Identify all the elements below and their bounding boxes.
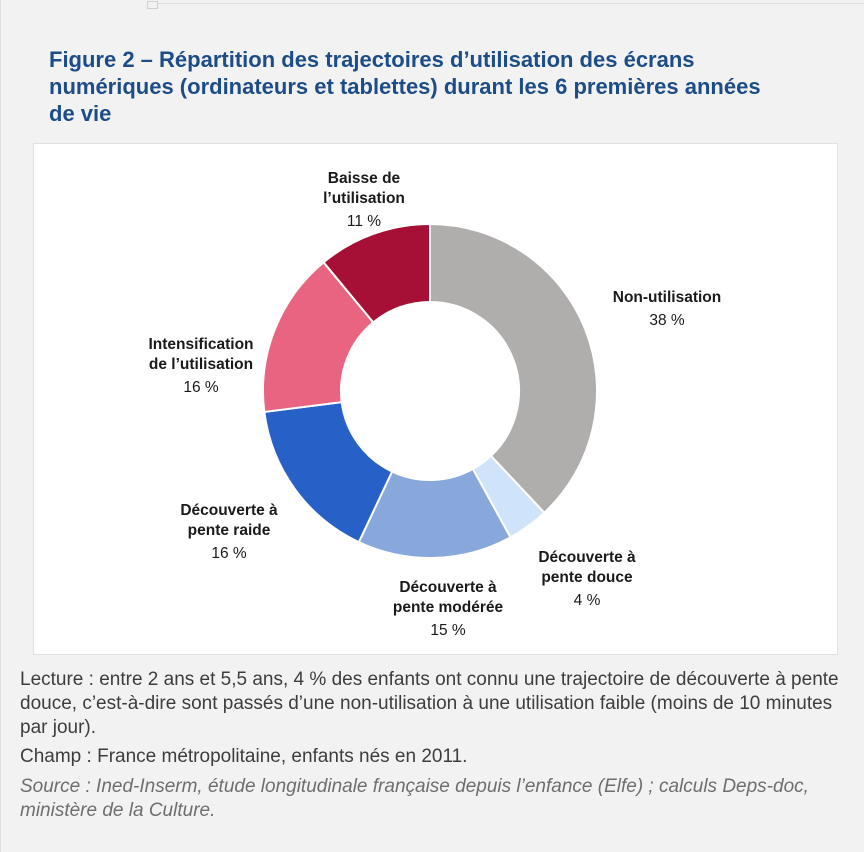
- slice-label-non-utilisation: Non-utilisation 38 %: [577, 288, 757, 332]
- slice-label-name: Découverte à pente raide: [180, 502, 278, 539]
- slice-label-baisse: Baisse de l’utilisation 11 %: [274, 169, 454, 233]
- slice-label-value: 11 %: [346, 213, 382, 230]
- slice-label-value: 16 %: [211, 545, 247, 562]
- slice-label-decouverte-pente-raide: Découverte à pente raide 16 %: [139, 501, 319, 565]
- slice-label-value: 38 %: [649, 312, 685, 329]
- donut-slice-5: [322, 223, 431, 324]
- slice-label-decouverte-pente-douce: Découverte à pente douce 4 %: [497, 548, 677, 612]
- figure-title: Figure 2 – Répartition des trajectoires …: [49, 47, 761, 126]
- donut-slice-0: [429, 223, 599, 514]
- slice-label-value: 15 %: [430, 622, 466, 639]
- chart-card: Non-utilisation 38 % Découverte à pente …: [33, 143, 838, 655]
- source-note: Source : Ined-Inserm, étude longitudinal…: [20, 776, 809, 821]
- lecture-note: Lecture : entre 2 ans et 5,5 ans, 4 % de…: [20, 669, 839, 738]
- slice-label-value: 16 %: [183, 379, 219, 396]
- slice-label-value: 4 %: [573, 592, 601, 609]
- slice-label-name: Découverte à pente modérée: [392, 579, 504, 616]
- champ-note: Champ : France métropolitaine, enfants n…: [20, 746, 468, 767]
- slice-label-name: Découverte à pente douce: [538, 549, 636, 586]
- slice-label-name: Non-utilisation: [612, 289, 722, 306]
- donut-chart: [262, 223, 599, 560]
- cropped-ui-top-notch: [147, 1, 158, 9]
- slice-label-name: Intensification de l’utilisation: [148, 336, 254, 373]
- slice-label-name: Baisse de l’utilisation: [323, 170, 405, 207]
- slice-label-decouverte-pente-moderee: Découverte à pente modérée 15 %: [358, 578, 538, 642]
- cropped-ui-top-edge: [151, 3, 864, 4]
- slice-label-intensification: Intensification de l’utilisation 16 %: [111, 335, 291, 399]
